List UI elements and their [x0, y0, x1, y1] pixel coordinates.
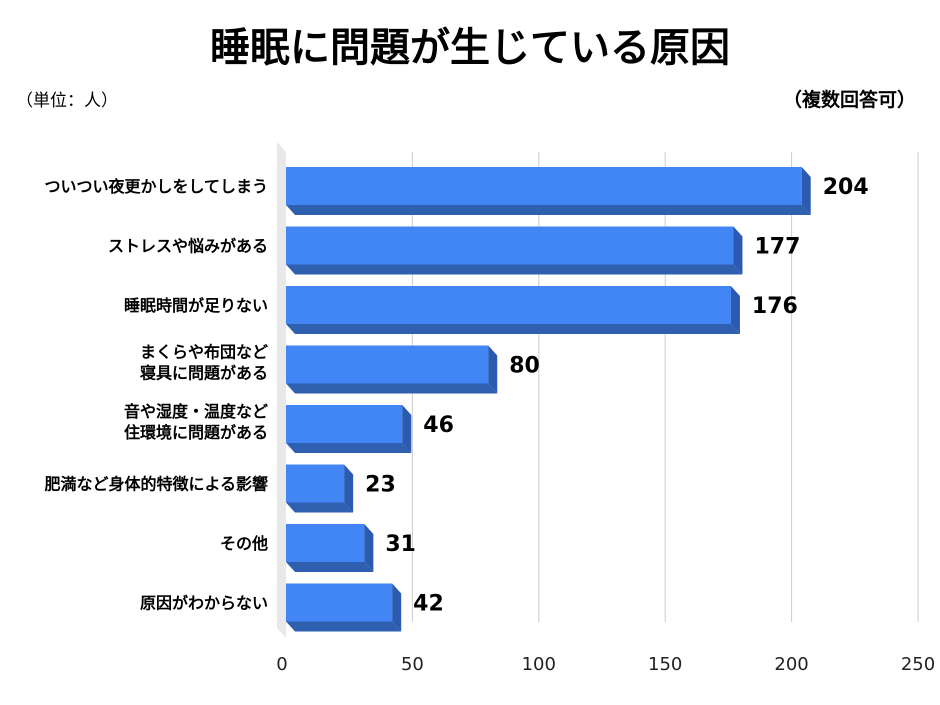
- value-label: 31: [385, 532, 416, 557]
- bar-bottom-face: [286, 383, 498, 394]
- bar: [286, 167, 802, 205]
- value-label: 23: [365, 473, 396, 498]
- bar: [286, 226, 734, 265]
- multiple-answer-note: （複数回答可）: [783, 88, 916, 111]
- x-tick-label: 100: [522, 654, 556, 675]
- bar-bottom-face: [286, 443, 412, 453]
- category-label: その他: [220, 534, 268, 553]
- bar-end-face: [364, 524, 374, 572]
- category-label: ストレスや悩みがある: [108, 237, 268, 256]
- category-label: 睡眠時間が足りない: [124, 296, 268, 315]
- value-label: 204: [823, 175, 869, 200]
- value-label: 176: [752, 294, 798, 319]
- value-label: 42: [413, 592, 444, 617]
- plot-area: 0 50 100 150 200 250 204 ついつい夜更かしをしてしまう 177 ストレスや…: [44, 142, 935, 675]
- bar-bottom-face: [286, 205, 811, 215]
- bar-end-face: [730, 286, 740, 334]
- value-label: 177: [754, 235, 800, 260]
- bar-bottom-face: [286, 562, 374, 572]
- bar-end-face: [733, 226, 743, 275]
- bar-end-face: [344, 464, 354, 513]
- unit-label: （単位：人）: [16, 91, 118, 111]
- bar: [286, 405, 403, 443]
- bar: [286, 524, 365, 562]
- x-tick-label: 200: [774, 654, 808, 675]
- x-tick-label: 50: [401, 654, 424, 675]
- bar: [286, 286, 731, 324]
- bar-bottom-face: [286, 502, 354, 513]
- bar-end-face: [488, 345, 498, 394]
- bar: [286, 345, 489, 384]
- x-tick-label: 150: [648, 654, 682, 675]
- bar-bottom-face: [286, 264, 743, 275]
- category-label: 肥満など身体的特徴による影響: [44, 475, 268, 494]
- value-label: 80: [509, 354, 540, 379]
- bar-end-face: [392, 583, 402, 632]
- category-label: 住環境に問題がある: [124, 423, 268, 442]
- x-tick-label: 250: [901, 654, 935, 675]
- value-label: 46: [423, 413, 454, 438]
- category-label: ついつい夜更かしをしてしまう: [44, 177, 268, 196]
- bar-bottom-face: [286, 621, 402, 632]
- axis-wall: [277, 142, 286, 638]
- bar: [286, 583, 393, 622]
- chart-title: 睡眠に問題が生じている原因: [210, 25, 730, 71]
- category-label: 音や湿度・温度など: [124, 402, 268, 421]
- bar-bottom-face: [286, 324, 740, 334]
- bar: [286, 464, 345, 503]
- category-label: 寝具に問題がある: [140, 364, 268, 383]
- bar-end-face: [402, 405, 412, 453]
- category-label: まくらや布団など: [140, 343, 268, 362]
- category-label: 原因がわからない: [140, 594, 268, 613]
- x-tick-label: 0: [276, 654, 287, 675]
- bar-end-face: [801, 167, 811, 215]
